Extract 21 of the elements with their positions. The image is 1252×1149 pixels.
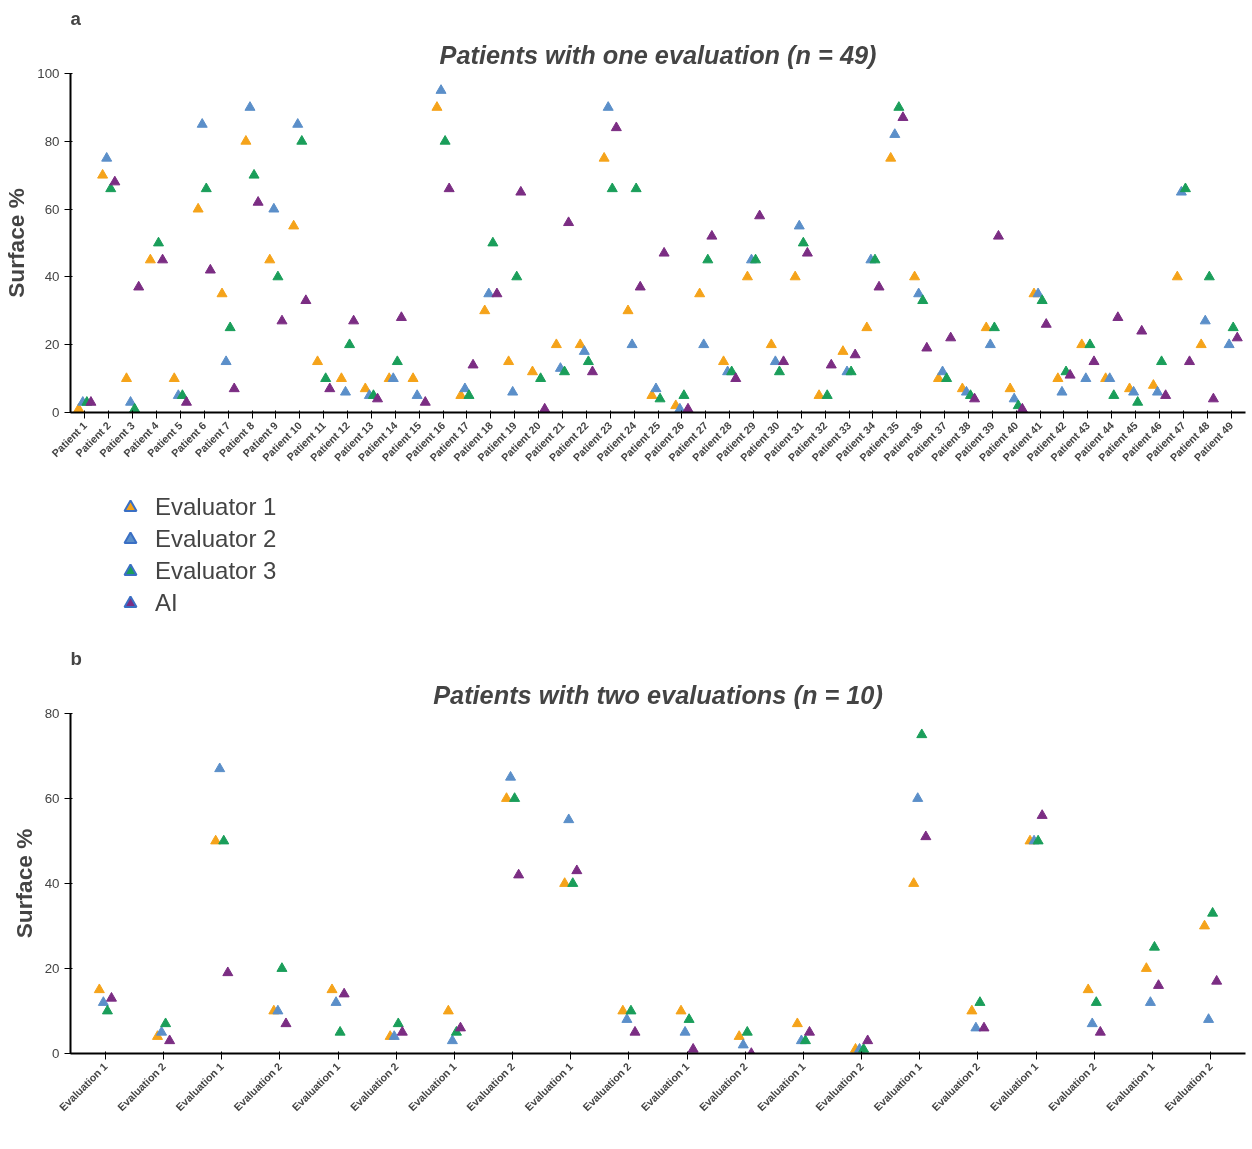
- y-tick-label: 20: [44, 961, 60, 976]
- y-tick-label: 60: [44, 791, 60, 806]
- text: a: [70, 7, 82, 29]
- y-tick-label: 40: [44, 876, 60, 891]
- chart-title: Patients with two evaluations (n = 10): [433, 680, 883, 709]
- y-tick-label: 60: [44, 201, 60, 217]
- chart-title: Patients with one evaluation (n = 49): [439, 40, 877, 69]
- legend-label: AI: [155, 589, 178, 617]
- y-tick-label: 80: [44, 706, 60, 721]
- y-axis-title: Surface %: [3, 188, 30, 298]
- y-tick-label: 80: [44, 133, 60, 149]
- legend-label: Evaluator 2: [155, 525, 277, 553]
- y-tick-label: 0: [52, 405, 60, 420]
- legend-label: Evaluator 1: [155, 493, 277, 521]
- legend-label: Evaluator 3: [155, 557, 277, 585]
- text: b: [70, 647, 82, 669]
- y-tick-label: 100: [37, 66, 60, 81]
- y-tick-label: 40: [44, 269, 60, 285]
- y-tick-label: 0: [52, 1046, 60, 1061]
- y-tick-label: 20: [44, 337, 60, 353]
- y-axis-title: Surface %: [10, 828, 37, 939]
